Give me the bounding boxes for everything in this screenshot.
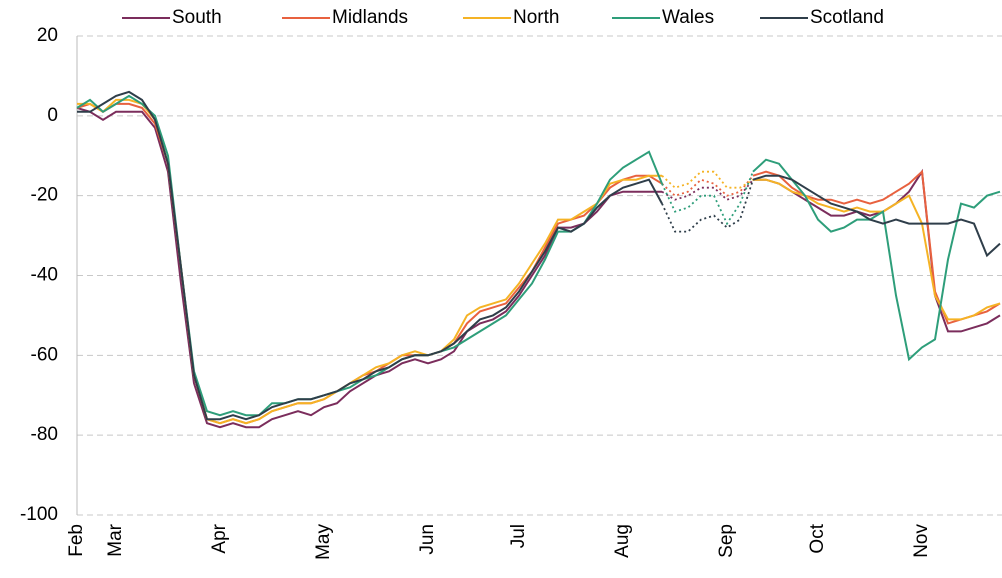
x-tick-label: Mar [105,523,126,556]
y-tick-label: -60 [31,344,58,365]
x-tick-label: Aug [612,524,633,558]
y-tick-label: -40 [31,265,58,286]
series-line [661,179,754,201]
series-line [752,169,1001,325]
series-line [77,90,663,421]
y-tick-label: -100 [20,504,58,525]
x-tick-label: Jul [508,524,529,548]
series-line [76,94,663,417]
x-tick-label: Nov [911,524,932,558]
x-tick-label: Oct [807,523,828,553]
x-tick-label: Apr [209,523,230,553]
series-line [661,170,754,189]
x-tick-label: Jun [417,524,438,555]
legend-label: North [513,7,559,28]
x-tick-label: Sep [716,524,737,558]
series-line [76,106,662,429]
x-tick-label: Feb [66,524,87,557]
legend-label: Midlands [332,7,408,28]
y-tick-label: -80 [31,424,58,445]
y-tick-label: -20 [31,185,58,206]
series-line [661,179,754,233]
series-line [661,171,754,226]
series-line [661,175,754,197]
x-tick-label: May [313,524,334,560]
y-tick-label: 20 [37,25,58,46]
series-line [752,158,1001,362]
series-line [753,178,1001,321]
legend-label: South [172,7,222,28]
y-tick-label: 0 [47,105,58,126]
series-line [752,174,1001,258]
legend-label: Wales [662,7,714,28]
legend-label: Scotland [810,7,884,28]
